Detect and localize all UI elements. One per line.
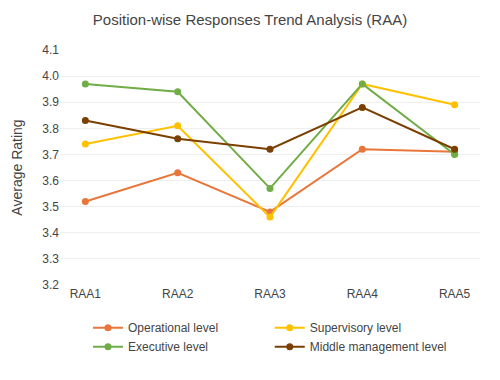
svg-text:RAA2: RAA2 [162, 287, 194, 301]
svg-text:RAA5: RAA5 [439, 287, 471, 301]
svg-text:3.6: 3.6 [42, 174, 59, 188]
svg-text:Position-wise Responses Trend: Position-wise Responses Trend Analysis (… [93, 11, 407, 28]
svg-text:3.2: 3.2 [42, 278, 59, 292]
svg-text:3.3: 3.3 [42, 252, 59, 266]
svg-text:4.1: 4.1 [42, 43, 59, 57]
svg-text:Average Rating: Average Rating [9, 119, 25, 215]
svg-text:Operational level: Operational level [128, 321, 218, 335]
svg-text:RAA4: RAA4 [347, 287, 379, 301]
svg-text:3.9: 3.9 [42, 95, 59, 109]
svg-text:3.5: 3.5 [42, 200, 59, 214]
svg-text:3.8: 3.8 [42, 122, 59, 136]
svg-text:RAA3: RAA3 [254, 287, 286, 301]
svg-text:Executive level: Executive level [128, 340, 208, 354]
svg-text:4.0: 4.0 [42, 69, 59, 83]
svg-text:3.7: 3.7 [42, 148, 59, 162]
svg-text:Supervisory level: Supervisory level [310, 321, 401, 335]
svg-text:3.4: 3.4 [42, 226, 59, 240]
svg-text:Middle management level: Middle management level [310, 340, 447, 354]
svg-text:RAA1: RAA1 [70, 287, 102, 301]
